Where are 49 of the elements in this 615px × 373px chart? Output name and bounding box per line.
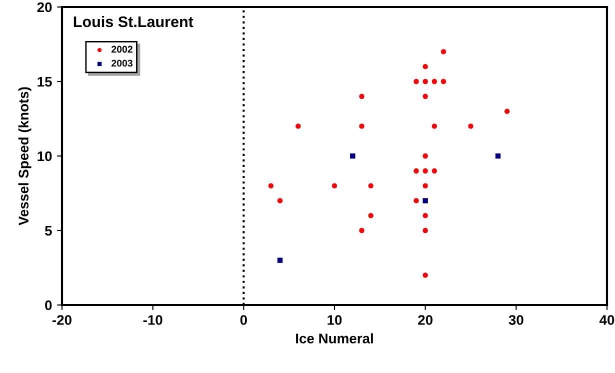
point <box>422 168 428 174</box>
x-tick-label: 40 <box>599 315 614 325</box>
point <box>277 258 283 263</box>
point <box>422 213 428 218</box>
point <box>432 168 438 174</box>
y-tick-label: 15 <box>38 76 52 87</box>
point <box>350 153 356 159</box>
point <box>422 78 428 84</box>
point <box>277 198 283 204</box>
point <box>440 49 446 54</box>
point <box>422 153 428 159</box>
point <box>432 124 438 129</box>
x-tick-label: 30 <box>508 315 524 325</box>
point <box>268 183 274 188</box>
point <box>468 124 474 129</box>
point <box>332 183 338 188</box>
x-tick-label: 20 <box>418 315 432 325</box>
x-tick-label: -10 <box>143 315 162 325</box>
point <box>414 198 419 204</box>
point <box>422 198 428 204</box>
x-axis-title: Ice Numeral <box>296 333 373 344</box>
x-tick-label: -20 <box>52 315 72 325</box>
point <box>422 272 428 278</box>
point <box>414 168 419 174</box>
y-tick-label: 10 <box>38 151 52 162</box>
y-tick-label: 5 <box>44 226 52 236</box>
point <box>432 78 438 84</box>
point <box>414 78 419 84</box>
point <box>359 94 364 99</box>
point <box>368 213 374 218</box>
point <box>504 108 510 114</box>
point <box>495 153 501 159</box>
point <box>422 64 428 70</box>
point <box>359 228 364 234</box>
point <box>296 124 301 129</box>
point <box>422 228 428 234</box>
y-tick-label: 20 <box>37 2 52 12</box>
y-tick-label: 0 <box>45 300 52 310</box>
point <box>422 94 428 99</box>
point <box>440 78 446 84</box>
x-tick-label: 10 <box>328 315 342 325</box>
point <box>368 183 374 188</box>
x-tick-label: 0 <box>240 315 247 325</box>
chart-title: Louis St.Laurent <box>74 16 194 28</box>
legend-label: 2002 <box>112 46 132 53</box>
y-axis-title: Vessel Speed (knots) <box>18 87 32 226</box>
point <box>422 183 428 188</box>
point <box>359 124 364 129</box>
legend-label: 2003 <box>112 60 132 67</box>
